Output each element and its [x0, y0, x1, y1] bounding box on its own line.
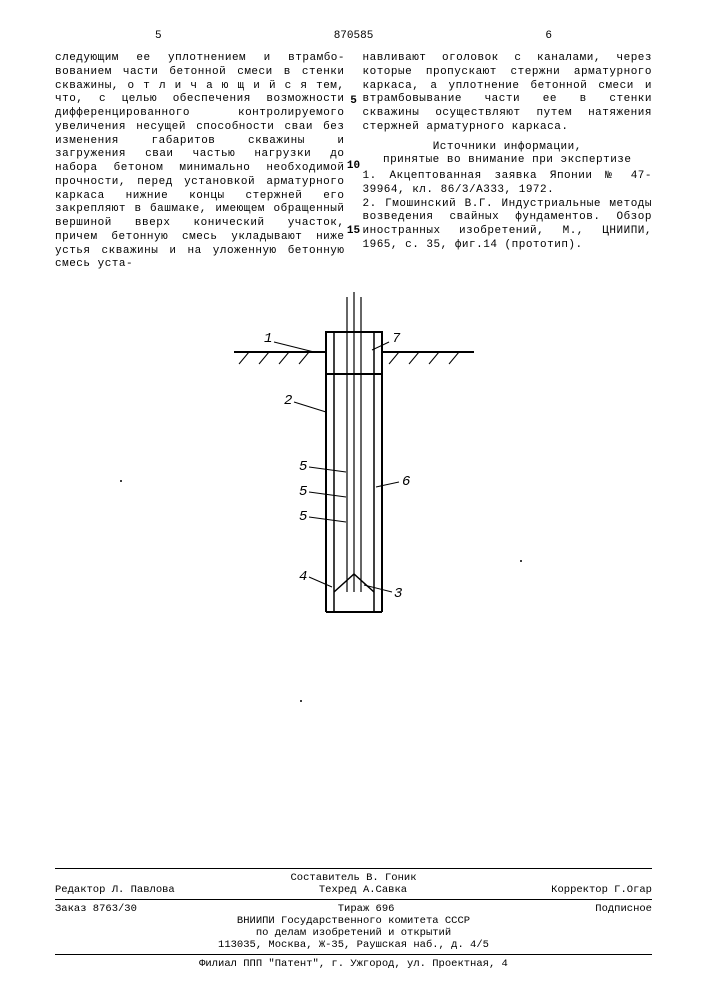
- noise-dot: [300, 700, 302, 702]
- right-column-text: навливают оголовок с каналами, через кот…: [363, 52, 653, 133]
- noise-dot: [120, 480, 122, 482]
- footer-block: Составитель В. Гоник Редактор Л. Павлова…: [55, 865, 652, 970]
- page-number-right: 6: [545, 30, 552, 42]
- footer-filial: Филиал ППП "Патент", г. Ужгород, ул. Про…: [55, 958, 652, 970]
- sources-heading: Источники информации, принятые во вниман…: [363, 141, 653, 169]
- figure-label-1: 1: [264, 331, 272, 347]
- left-column: следующим ее уплотнением и втрамбо­вован…: [55, 52, 345, 272]
- figure-label-7: 7: [392, 331, 401, 347]
- footer-addr: 113035, Москва, Ж-35, Раушская наб., д. …: [55, 939, 652, 951]
- figure-label-3: 3: [394, 586, 402, 602]
- noise-dot: [520, 560, 522, 562]
- figure-label-5a: 5: [299, 459, 308, 475]
- page-header: 5 870585 6: [55, 30, 652, 48]
- figure-label-2: 2: [284, 393, 292, 409]
- source-2: 2. Гмошинский В.Г. Индустриаль­ные метод…: [363, 198, 653, 253]
- footer-tirazh: Тираж 696: [338, 903, 395, 915]
- line-marker-10: 10: [347, 160, 361, 172]
- page-number-left: 5: [155, 30, 162, 42]
- footer-techred: Техред А.Савка: [319, 884, 407, 896]
- footer-compiler: Составитель В. Гоник: [55, 872, 652, 884]
- footer-order: Заказ 8763/30: [55, 903, 137, 915]
- patent-number: 870585: [334, 30, 374, 42]
- line-marker-15: 15: [347, 225, 361, 237]
- figure-label-4: 4: [299, 569, 307, 585]
- footer-editor: Редактор Л. Павлова: [55, 884, 175, 896]
- footer-corrector: Корректор Г.Огар: [551, 884, 652, 896]
- figure-svg: 1 2 5 5 5 4 6 7 3: [214, 292, 494, 672]
- patent-page: 5 870585 6 следующим ее уплотнением и вт…: [0, 0, 707, 1000]
- right-column: навливают оголовок с каналами, через кот…: [363, 52, 653, 272]
- source-1: 1. Акцептованная заявка Японии № 47-3996…: [363, 170, 653, 198]
- footer-org2: по делам изобретений и открытий: [55, 927, 652, 939]
- line-marker-5: 5: [347, 95, 361, 107]
- figure-label-6: 6: [402, 474, 410, 490]
- left-column-text: следующим ее уплотнением и втрамбо­вован…: [55, 52, 345, 270]
- figure-label-5c: 5: [299, 509, 308, 525]
- figure: 1 2 5 5 5 4 6 7 3: [55, 292, 652, 682]
- footer-org1: ВНИИПИ Государственного комитета СССР: [55, 915, 652, 927]
- figure-label-5b: 5: [299, 484, 308, 500]
- footer-podpisnoe: Подписное: [595, 903, 652, 915]
